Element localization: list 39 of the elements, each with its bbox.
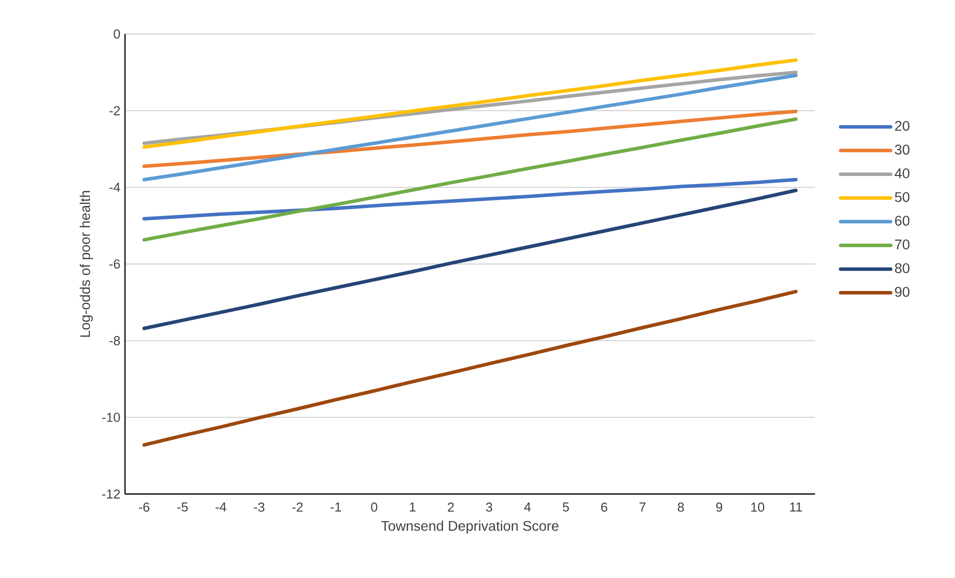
y-tick-label: 0	[114, 29, 120, 39]
line-series	[142, 117, 798, 242]
legend-label: 60	[895, 216, 910, 226]
legend-label: 70	[895, 240, 910, 250]
legend-label: 20	[895, 120, 910, 131]
y-tick-label: -2	[109, 106, 120, 116]
line-series	[142, 58, 798, 149]
y-tick-label: -6	[109, 259, 120, 269]
x-axis-title: Townsend Deprivation Score	[381, 520, 558, 534]
x-tick-label: 2	[448, 502, 454, 512]
x-tick-label: -4	[216, 502, 226, 512]
x-tick-label: 9	[716, 502, 722, 512]
legend-label: 30	[894, 144, 910, 155]
line-series	[142, 290, 798, 447]
legend-label: 80	[895, 263, 910, 274]
legend-label: 40	[894, 168, 910, 178]
x-tick-label: 11	[790, 502, 802, 512]
y-tick-label: -4	[109, 182, 120, 192]
x-tick-label: 5	[562, 502, 569, 512]
line-series	[142, 110, 798, 168]
y-tick-label: -10	[102, 412, 120, 422]
x-tick-label: 10	[751, 502, 764, 512]
y-tick-label: -8	[109, 336, 120, 346]
x-tick-label: 8	[678, 502, 684, 512]
x-tick-label: 3	[486, 502, 492, 512]
x-tick-label: -6	[138, 502, 150, 512]
x-tick-label: 0	[371, 502, 378, 512]
legend-label: 90	[895, 286, 910, 297]
x-tick-label: -3	[254, 502, 264, 512]
x-tick-label: 1	[410, 502, 416, 512]
x-tick-label: -1	[330, 502, 341, 512]
x-tick-label: -2	[292, 502, 303, 512]
legend-label: 50	[894, 192, 910, 202]
x-tick-label: 6	[601, 502, 608, 512]
x-tick-label: -5	[177, 502, 188, 512]
x-tick-label: 7	[640, 502, 646, 512]
x-tick-label: 4	[524, 502, 531, 512]
y-tick-label: -12	[102, 489, 120, 499]
y-axis-title: Log-odds of poor health	[80, 190, 93, 337]
